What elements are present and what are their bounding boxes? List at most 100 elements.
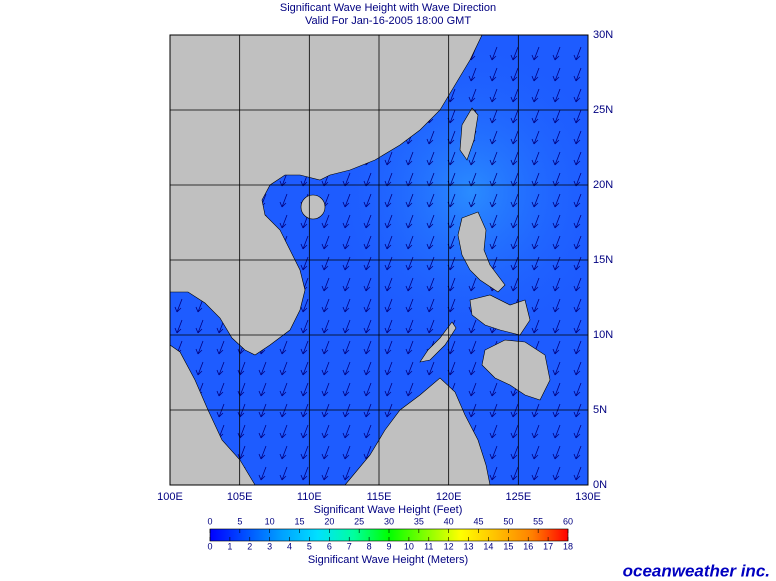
- wave-arrow: [363, 403, 372, 418]
- wave-arrow: [510, 235, 519, 250]
- map-border: [169, 34, 589, 486]
- wave-arrow: [489, 130, 498, 145]
- meters-tick-label: 16: [523, 541, 533, 551]
- wave-arrow: [531, 235, 540, 250]
- wave-arrow: [552, 424, 561, 439]
- wave-arrow: [363, 319, 372, 334]
- wave-arrow: [531, 319, 540, 334]
- wave-arrow: [300, 235, 309, 250]
- wave-arrow: [426, 130, 435, 145]
- wave-arrow: [552, 214, 561, 229]
- meters-tick-label: 1: [227, 541, 232, 551]
- wave-arrow: [531, 67, 540, 82]
- logo: oceanweather inc.: [623, 561, 770, 580]
- wave-arrow: [531, 298, 540, 313]
- wave-arrow: [573, 340, 582, 355]
- x-tick-label: 105E: [227, 491, 253, 503]
- y-tick-label: 25N: [593, 104, 613, 116]
- wave-arrow: [405, 193, 414, 208]
- visayas: [469, 294, 531, 336]
- wave-arrow: [279, 445, 288, 460]
- wave-arrow: [300, 319, 309, 334]
- feet-tick-label: 30: [384, 516, 394, 526]
- wave-arrow: [468, 382, 477, 397]
- wave-arrow: [573, 424, 582, 439]
- wave-arrow: [342, 235, 351, 250]
- wave-arrow: [573, 298, 582, 313]
- wave-arrow: [363, 340, 372, 355]
- wave-arrow: [489, 445, 498, 460]
- wave-arrow: [258, 361, 267, 376]
- wave-arrow: [573, 235, 582, 250]
- wave-arrow: [426, 256, 435, 271]
- wave-arrow: [573, 445, 582, 460]
- wave-arrow: [384, 319, 393, 334]
- wave-arrow: [195, 340, 204, 355]
- meters-tick-label: 17: [543, 541, 553, 551]
- wave-arrow: [321, 403, 330, 418]
- wave-arrow: [300, 361, 309, 376]
- wave-arrow: [405, 277, 414, 292]
- wave-arrow: [279, 214, 288, 229]
- feet-tick-label: 45: [473, 516, 483, 526]
- x-tick-label: 130E: [575, 491, 601, 503]
- wave-arrow: [426, 151, 435, 166]
- meters-tick-label: 0: [207, 541, 212, 551]
- wave-arrow: [573, 382, 582, 397]
- wave-arrow: [321, 445, 330, 460]
- meters-tick-label: 9: [386, 541, 391, 551]
- wave-arrow: [363, 361, 372, 376]
- meters-tick-label: 13: [464, 541, 474, 551]
- wave-arrow: [216, 340, 225, 355]
- wave-arrow: [552, 151, 561, 166]
- wave-arrow: [573, 109, 582, 124]
- wave-arrow: [405, 319, 414, 334]
- wave-arrow: [363, 424, 372, 439]
- meters-tick-label: 12: [444, 541, 454, 551]
- wave-arrow: [300, 424, 309, 439]
- wave-arrow: [510, 277, 519, 292]
- meters-tick-label: 15: [503, 541, 513, 551]
- wave-arrow: [489, 382, 498, 397]
- wave-arrow: [426, 235, 435, 250]
- x-tick-label: 120E: [436, 491, 462, 503]
- wave-arrow: [468, 319, 477, 334]
- wave-arrow: [573, 277, 582, 292]
- meters-tick-label: 8: [367, 541, 372, 551]
- wave-arrow: [468, 340, 477, 355]
- colorbar-title-bottom: Significant Wave Height (Meters): [308, 554, 468, 566]
- feet-tick-label: 35: [414, 516, 424, 526]
- borneo: [344, 377, 491, 486]
- wave-arrow: [552, 445, 561, 460]
- wave-arrow: [363, 382, 372, 397]
- meters-tick-label: 2: [247, 541, 252, 551]
- feet-tick-label: 0: [207, 516, 212, 526]
- wave-arrow: [552, 466, 561, 481]
- palawan: [419, 321, 457, 363]
- wave-arrow: [552, 298, 561, 313]
- wave-arrow: [552, 382, 561, 397]
- y-tick-label: 30N: [593, 29, 613, 41]
- wave-arrow: [342, 361, 351, 376]
- feet-tick-label: 5: [237, 516, 242, 526]
- feet-tick-label: 25: [354, 516, 364, 526]
- wave-arrow: [510, 193, 519, 208]
- wave-arrow: [531, 466, 540, 481]
- wave-arrow: [342, 277, 351, 292]
- wave-arrow: [279, 466, 288, 481]
- wave-arrow: [363, 256, 372, 271]
- wave-arrow: [258, 445, 267, 460]
- wave-arrow: [489, 403, 498, 418]
- wave-arrow: [489, 193, 498, 208]
- wave-arrow: [300, 403, 309, 418]
- wave-arrow: [531, 445, 540, 460]
- wave-arrow: [510, 214, 519, 229]
- wave-arrow: [573, 46, 582, 61]
- wave-arrow: [573, 88, 582, 103]
- wave-arrow: [342, 214, 351, 229]
- feet-tick-label: 50: [503, 516, 513, 526]
- wave-arrow: [216, 361, 225, 376]
- wave-arrow: [363, 193, 372, 208]
